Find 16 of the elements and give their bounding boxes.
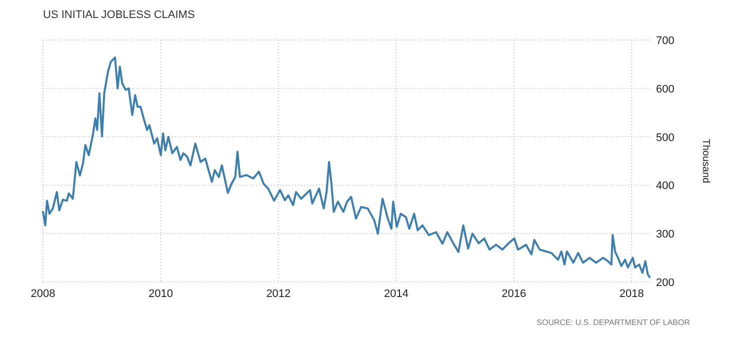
- y-axis-title: Thousand: [700, 138, 711, 184]
- line-series: [42, 56, 651, 278]
- x-tick-label: 2008: [30, 288, 56, 300]
- x-tick-label: 2016: [502, 288, 526, 300]
- y-tick-label: 200: [656, 277, 674, 289]
- x-tick-label: 2018: [619, 288, 644, 300]
- x-tick-label: 2012: [266, 288, 291, 300]
- y-tick-label: 600: [656, 83, 674, 96]
- x-tick-label: 2010: [148, 288, 174, 300]
- y-tick-label: 700: [656, 35, 674, 47]
- y-tick-label: 400: [656, 180, 674, 192]
- source-note: SOURCE: U.S. DEPARTMENT OF LABOR: [536, 318, 690, 327]
- y-tick-label: 300: [656, 228, 674, 241]
- y-tick-label: 500: [656, 132, 674, 144]
- x-tick-label: 2014: [384, 288, 408, 300]
- chart-title: US INITIAL JOBLESS CLAIMS: [43, 9, 195, 21]
